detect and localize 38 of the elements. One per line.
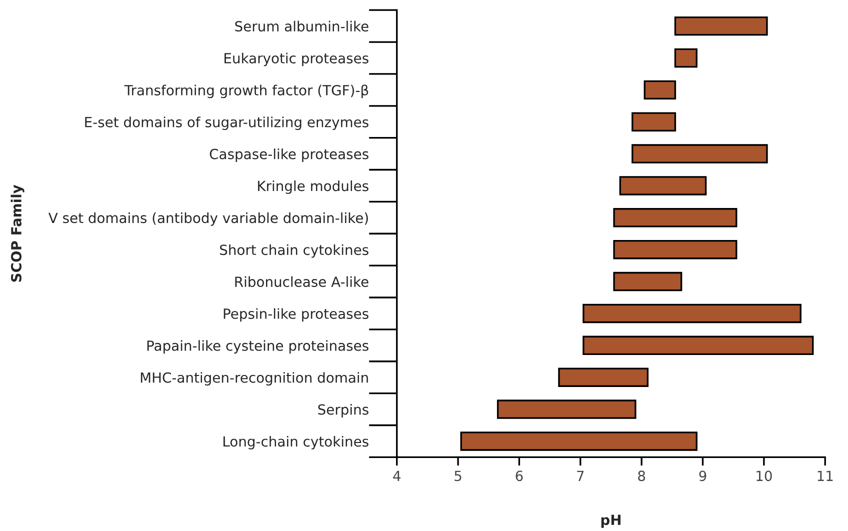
x-tick-label: 4 — [393, 470, 401, 481]
y-tick-label: Eukaryotic proteases — [224, 52, 368, 66]
bar — [674, 16, 768, 36]
bar — [460, 432, 698, 451]
x-tick-label: 5 — [454, 470, 462, 482]
bar — [582, 304, 802, 324]
bar — [558, 368, 649, 387]
y-tick-label: E-set domains of sugar-utilizing enzymes — [85, 116, 368, 130]
bar — [632, 112, 676, 132]
y-tick-label: Papain-like cysteine proteinases — [147, 340, 368, 354]
x-tick-label: 8 — [638, 470, 646, 482]
y-tick-label: Transforming growth factor (TGF)-β — [124, 84, 368, 98]
x-tick-label: 11 — [818, 470, 833, 481]
y-tick-label: Caspase-like proteases — [210, 148, 368, 162]
bar — [582, 336, 814, 356]
bar — [613, 272, 682, 292]
bar — [496, 400, 636, 419]
bar — [644, 80, 676, 100]
bar — [619, 176, 707, 196]
y-tick-label: Kringle modules — [258, 180, 368, 194]
y-tick-label: Ribonuclease A-like — [235, 276, 368, 288]
x-tick-label: 10 — [756, 470, 772, 482]
y-tick-label: Long-chain cytokines — [224, 436, 368, 450]
x-tick-label: 6 — [516, 470, 523, 482]
bar — [613, 208, 738, 228]
y-tick-label: Short chain cytokines — [220, 244, 368, 258]
y-tick-label: V set domains (antibody variable domain-like) — [48, 212, 368, 226]
y-tick-label: Serum albumin-like — [235, 20, 368, 32]
bar — [632, 144, 768, 164]
y-axis-title: SCOP Family — [10, 184, 24, 282]
bar — [674, 48, 698, 68]
bar — [613, 240, 738, 260]
x-tick-label: 9 — [699, 470, 706, 482]
y-tick-label: Pepsin-like proteases — [224, 308, 368, 322]
y-tick-label: MHC-antigen-recognition domain — [140, 372, 368, 386]
x-tick-label: 7 — [577, 470, 584, 481]
y-tick-label: Serpins — [318, 404, 368, 418]
x-axis-title: pH — [601, 514, 620, 528]
